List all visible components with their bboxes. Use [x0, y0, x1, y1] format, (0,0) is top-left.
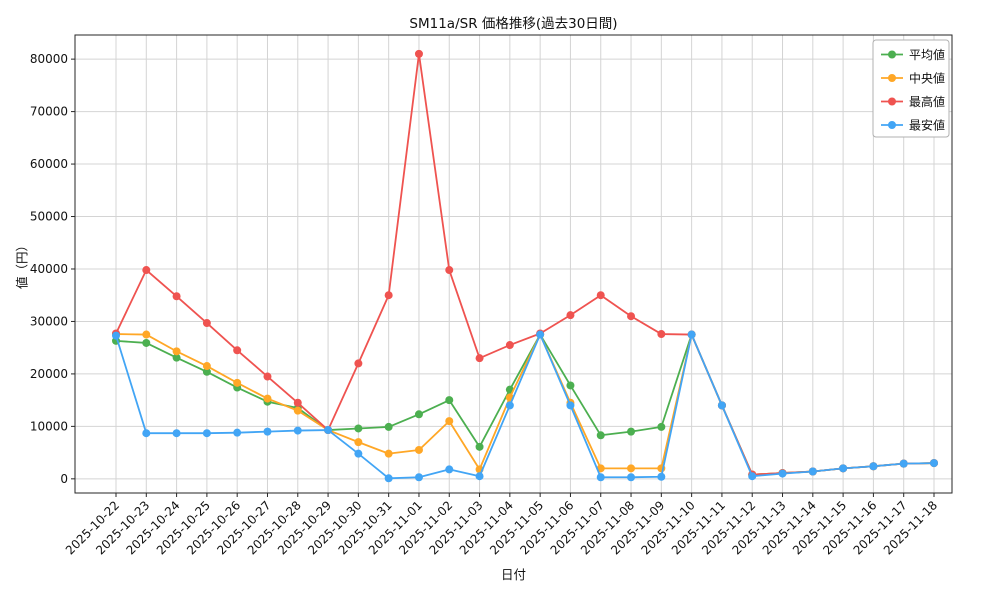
data-point [627, 312, 636, 321]
data-point [748, 472, 757, 481]
data-point [293, 426, 302, 435]
data-point [475, 354, 484, 363]
series-最高値 [112, 49, 938, 479]
data-point [172, 429, 181, 438]
data-point [687, 330, 696, 339]
chart-title: SM11a/SR 価格推移(過去30日間) [409, 16, 618, 32]
y-tick-label: 80000 [30, 52, 68, 66]
legend-marker-dot [888, 50, 896, 59]
legend-label: 中央値 [909, 71, 945, 86]
data-point [414, 410, 423, 419]
data-point [566, 311, 575, 320]
data-point [899, 459, 908, 468]
data-point [233, 378, 242, 387]
data-point [808, 467, 817, 476]
legend-label: 平均値 [909, 47, 945, 62]
data-point [202, 319, 211, 328]
data-point [657, 422, 666, 431]
data-point [475, 472, 484, 481]
data-point [354, 449, 363, 458]
data-point [839, 464, 848, 473]
legend-marker-dot [888, 97, 896, 106]
legend-label: 最高値 [909, 94, 945, 109]
data-point [202, 362, 211, 371]
data-point [354, 424, 363, 433]
data-point [596, 291, 605, 300]
data-point [414, 473, 423, 482]
data-point [445, 396, 454, 405]
grid [75, 35, 952, 493]
data-point [657, 330, 666, 339]
legend-label: 最安値 [909, 118, 945, 133]
data-point [354, 438, 363, 447]
data-point [172, 292, 181, 301]
data-point [293, 398, 302, 407]
data-point [142, 266, 151, 275]
data-point [445, 465, 454, 474]
data-point [566, 381, 575, 390]
data-point [112, 331, 120, 340]
data-point [172, 347, 181, 356]
data-point [596, 473, 605, 482]
data-point [142, 338, 151, 347]
data-point [717, 401, 726, 410]
data-point [384, 291, 393, 300]
data-point [263, 394, 272, 403]
y-tick-label: 50000 [30, 210, 68, 224]
series-line [115, 52, 935, 476]
data-point [142, 330, 151, 339]
legend-marker-dot [888, 74, 896, 82]
data-point [445, 266, 454, 275]
series-line [115, 333, 935, 476]
data-point [384, 474, 393, 483]
data-point [566, 401, 575, 410]
data-point [930, 459, 938, 468]
data-point [202, 429, 211, 438]
data-point [414, 445, 423, 454]
data-point [324, 426, 333, 435]
y-tick-label: 30000 [30, 314, 68, 328]
y-tick-label: 10000 [30, 419, 68, 433]
y-tick-label: 20000 [30, 367, 68, 381]
data-point [293, 406, 302, 415]
legend-marker-dot [888, 121, 896, 129]
data-point [263, 372, 272, 381]
data-point [778, 469, 787, 478]
data-point [475, 442, 484, 451]
data-point [384, 449, 393, 458]
data-point [142, 429, 151, 438]
plot-border [74, 34, 953, 494]
series-line [115, 333, 935, 476]
data-point [869, 462, 878, 471]
y-tick-label: 40000 [30, 262, 68, 276]
data-point [627, 473, 636, 482]
data-point [233, 428, 242, 437]
data-point [354, 359, 363, 368]
series-最安値 [112, 330, 938, 483]
data-point [414, 49, 423, 58]
data-point [384, 422, 393, 431]
legend-box [872, 39, 950, 138]
data-point [505, 401, 514, 410]
data-point [263, 427, 272, 436]
data-point [596, 431, 605, 440]
data-point [536, 330, 545, 339]
data-point [627, 464, 636, 473]
x-axis-label: 日付 [500, 567, 526, 582]
data-point [657, 472, 666, 481]
series-line [115, 333, 935, 480]
y-tick-label: 60000 [30, 157, 68, 171]
y-tick-label: 0 [60, 472, 68, 486]
y-axis-label: 値（円） [14, 238, 30, 290]
data-point [505, 341, 514, 350]
data-point [172, 353, 181, 362]
data-point [445, 417, 454, 426]
data-point [202, 367, 211, 376]
data-point [233, 346, 242, 355]
data-point [627, 427, 636, 436]
y-tick-label: 70000 [30, 105, 68, 119]
